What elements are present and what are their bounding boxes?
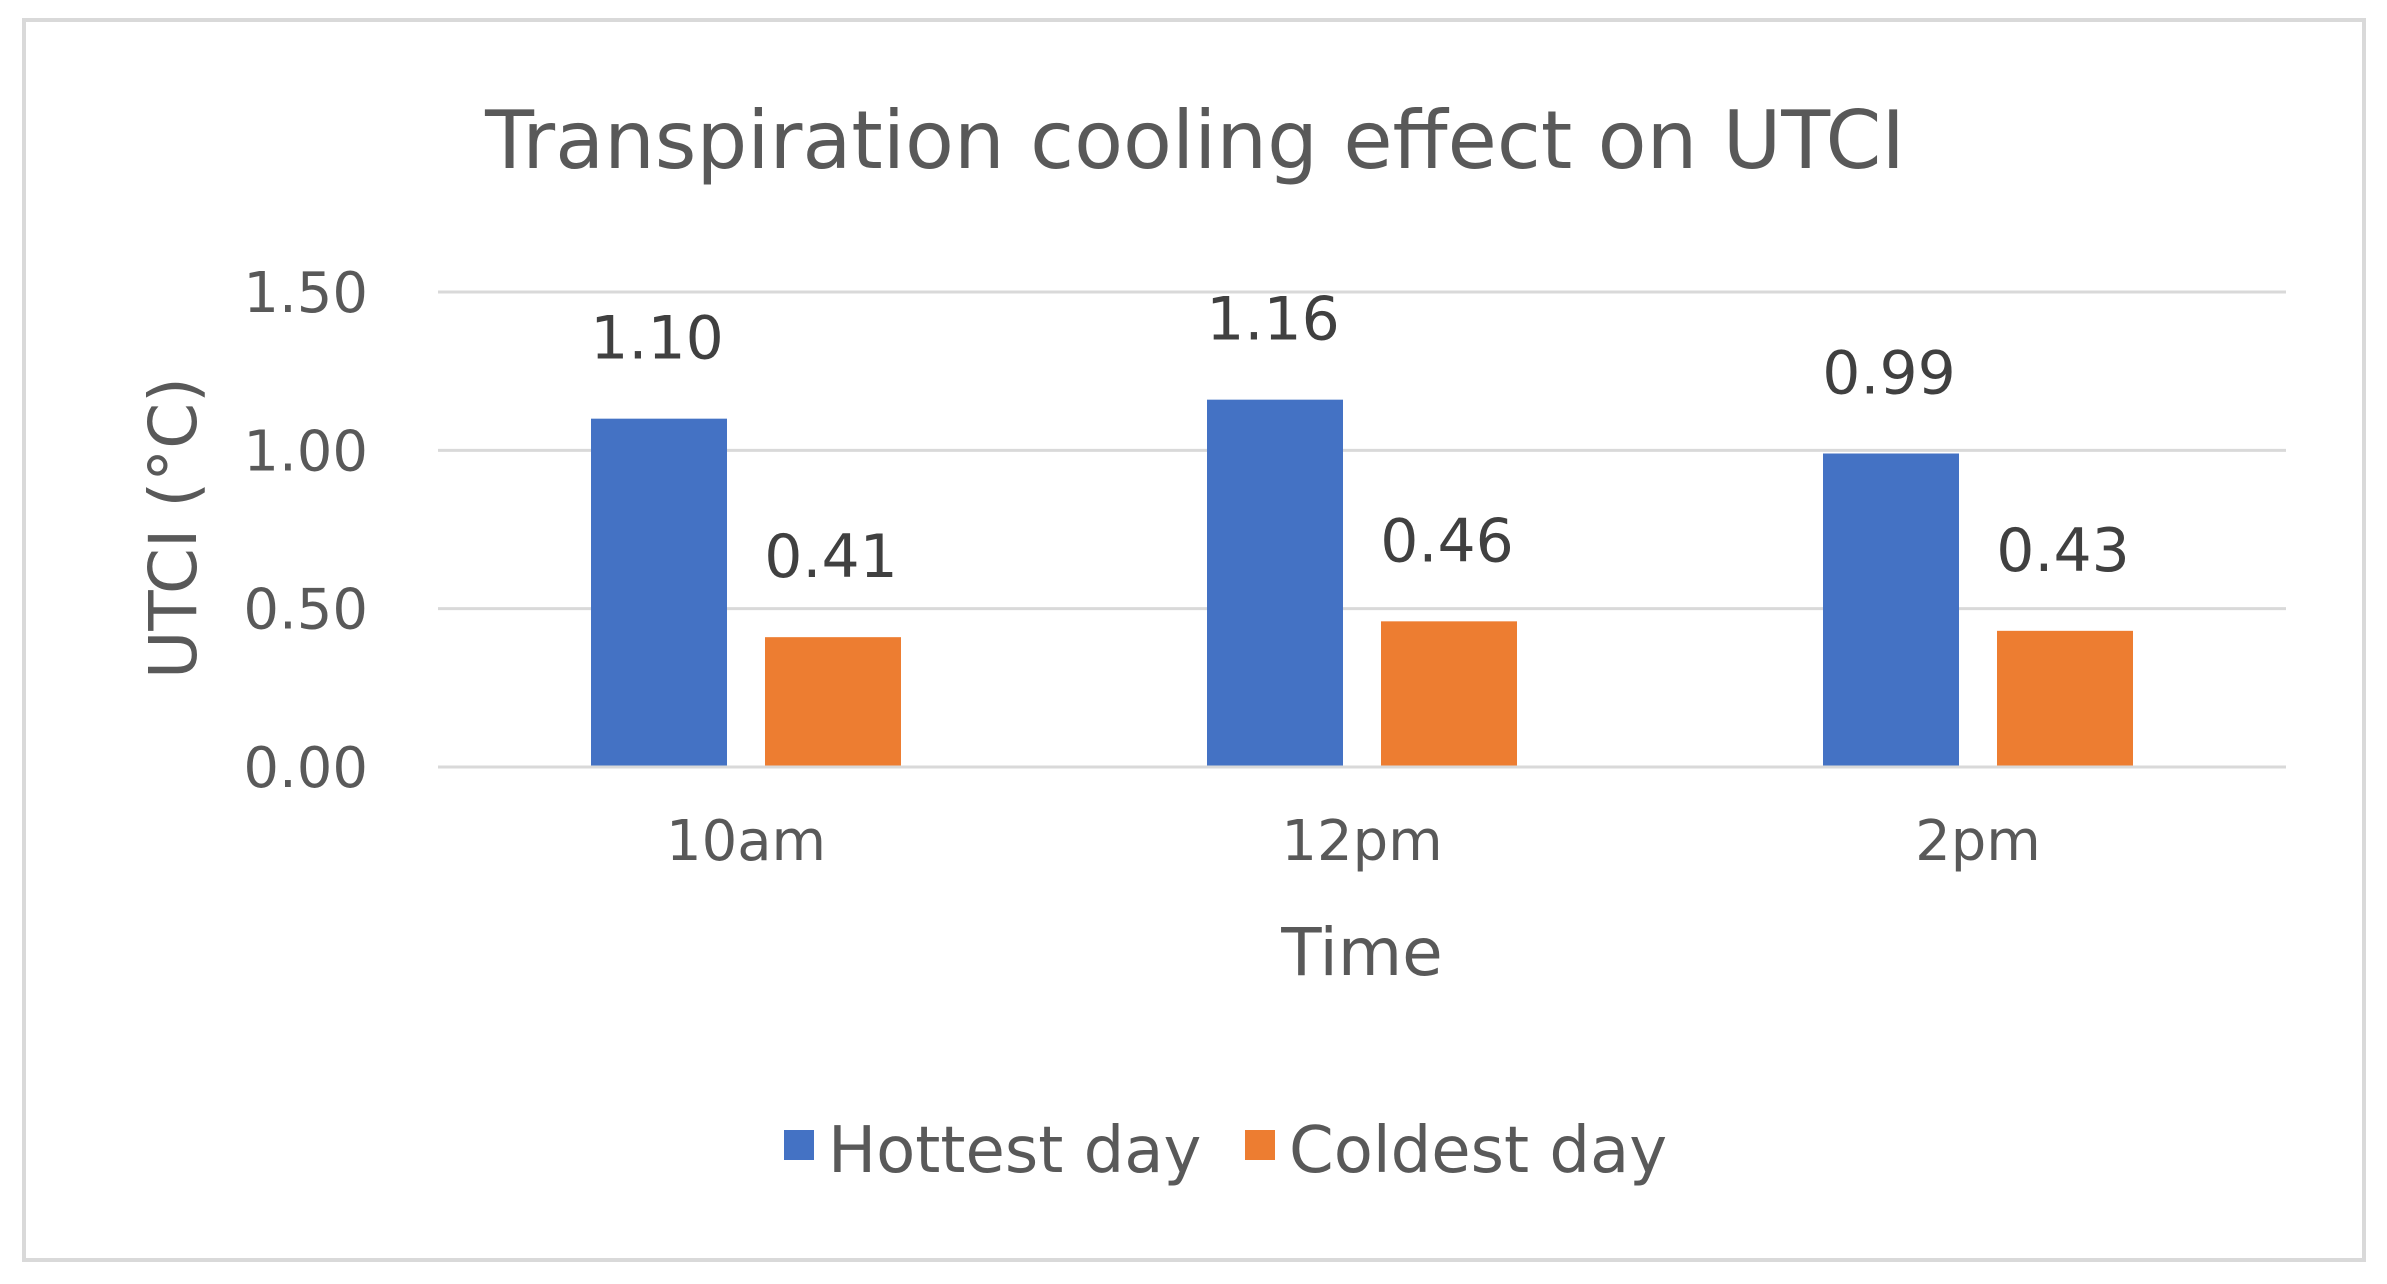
bar-coldest-day-2pm — [1997, 630, 2133, 767]
y-axis-ticks: 0.00 0.50 1.00 1.50 — [243, 261, 368, 801]
data-labels: 1.10 0.41 1.16 0.46 0.99 0.43 — [590, 285, 2130, 593]
x-tick-label: 10am — [666, 809, 826, 874]
bar-coldest-day-10am — [765, 637, 901, 767]
data-label: 1.10 — [590, 304, 724, 374]
bar-hottest-day-12pm — [1207, 399, 1343, 767]
bar-hottest-day-2pm — [1823, 453, 1959, 767]
data-label: 1.16 — [1206, 285, 1340, 355]
y-tick-label: 1.50 — [243, 261, 368, 326]
data-label: 0.41 — [764, 522, 898, 592]
bar-hottest-day-10am — [591, 418, 727, 767]
x-axis-title: Time — [1280, 914, 1443, 991]
legend-label: Hottest day — [828, 1114, 1201, 1188]
legend-swatch-hottest-day — [784, 1130, 814, 1160]
bars — [591, 399, 2133, 767]
chart-title: Transpiration cooling effect on UTCI — [484, 94, 1905, 187]
chart-border — [22, 18, 2366, 1262]
bar-coldest-day-12pm — [1381, 621, 1517, 767]
gridlines — [438, 290, 2286, 611]
y-tick-label: 1.00 — [243, 419, 368, 484]
data-label: 0.46 — [1380, 506, 1514, 576]
y-axis-title: UTCI (°C) — [135, 377, 212, 679]
x-tick-label: 2pm — [1915, 809, 2041, 874]
data-label: 0.43 — [1996, 516, 2130, 586]
data-label: 0.99 — [1822, 339, 1956, 409]
legend: Hottest day Coldest day — [784, 1114, 1667, 1188]
x-tick-label: 12pm — [1281, 809, 1442, 874]
y-tick-label: 0.50 — [243, 578, 368, 643]
y-tick-label: 0.00 — [243, 736, 368, 801]
x-axis-ticks: 10am 12pm 2pm — [666, 809, 2041, 874]
legend-swatch-coldest-day — [1245, 1130, 1275, 1160]
legend-label: Coldest day — [1289, 1114, 1667, 1188]
